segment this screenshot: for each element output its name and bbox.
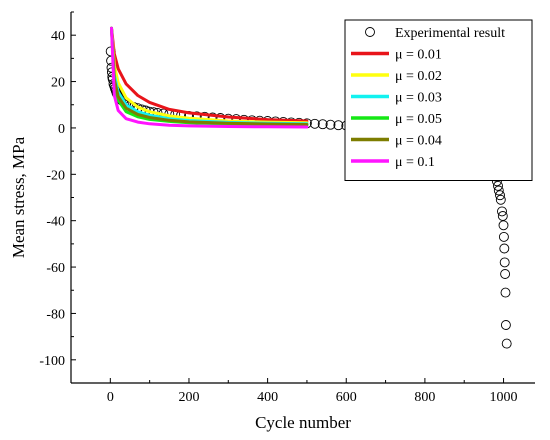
y-axis-title: Mean stress, MPa	[9, 136, 28, 258]
experimental-point	[493, 180, 503, 191]
y-tick-label: -40	[46, 215, 65, 230]
x-tick-label: 200	[178, 390, 199, 405]
experimental-point	[498, 231, 509, 242]
x-tick-label: 800	[414, 390, 435, 405]
legend-marker-experimental	[365, 27, 375, 37]
legend-label: μ = 0.02	[395, 69, 442, 84]
x-axis-title: Cycle number	[255, 413, 351, 432]
series-line	[110, 26, 309, 126]
y-tick-label: -80	[46, 307, 65, 322]
x-tick-label: 400	[257, 390, 278, 405]
experimental-point	[325, 119, 336, 130]
experimental-point	[497, 206, 507, 217]
experimental-point	[500, 320, 511, 330]
experimental-point	[495, 194, 506, 205]
y-tick-label: -60	[46, 261, 65, 276]
y-tick-label: -100	[39, 354, 65, 369]
y-tick-label: 20	[51, 76, 65, 91]
experimental-point	[317, 119, 328, 130]
experimental-point	[309, 118, 320, 129]
axes: 0 200 400 600 800 1000 -100 -80 -60 -40 -20 0 20 40 Cy…	[9, 11, 535, 432]
x-tick-label: 1000	[490, 390, 518, 405]
x-tick-label: 600	[336, 390, 357, 405]
legend-label: μ = 0.04	[395, 134, 442, 149]
legend-label-experimental: Experimental result	[395, 26, 505, 41]
legend-label: μ = 0.03	[395, 91, 442, 106]
experimental-point	[333, 120, 344, 131]
series-line	[110, 26, 309, 123]
legend-label: μ = 0.01	[395, 48, 442, 63]
legend: Experimental result μ = 0.01 μ = 0.02 μ = 0…	[344, 19, 533, 181]
series-line	[110, 26, 309, 125]
experimental-point	[493, 185, 504, 196]
y-tick-label: -20	[46, 168, 65, 183]
x-tick-label: 0	[107, 390, 114, 405]
legend-label: μ = 0.05	[395, 112, 442, 127]
experimental-point	[499, 243, 510, 254]
series-line	[110, 26, 309, 129]
legend-box	[344, 19, 533, 181]
plot-marks	[105, 26, 512, 349]
legend-label: μ = 0.1	[395, 155, 435, 170]
y-tick-label: 40	[51, 29, 65, 44]
y-tick-label: 0	[58, 122, 65, 137]
experimental-point	[500, 287, 511, 298]
experimental-point	[498, 220, 509, 231]
experimental-point	[501, 338, 512, 349]
experimental-point	[495, 190, 505, 201]
experimental-point	[500, 269, 511, 279]
experimental-point	[499, 257, 510, 268]
